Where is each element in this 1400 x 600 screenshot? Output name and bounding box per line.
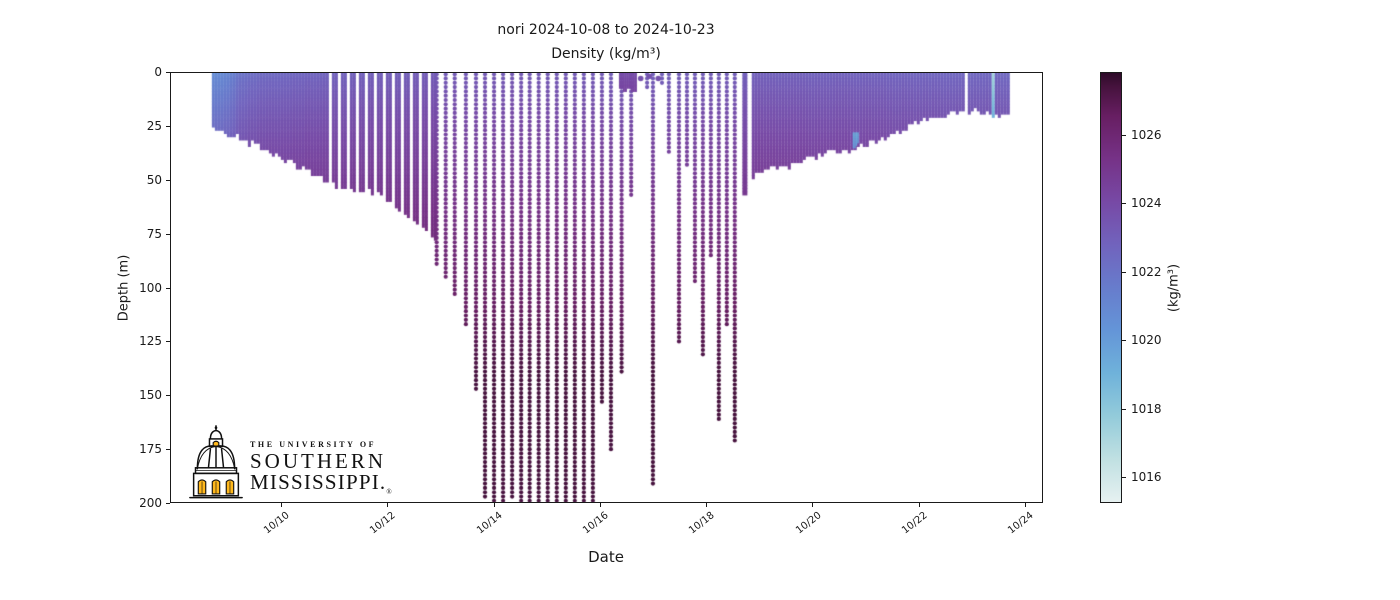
colorbar-tick-mark bbox=[1122, 408, 1126, 410]
colorbar-tick-mark bbox=[1122, 271, 1126, 273]
x-tick-mark bbox=[706, 503, 708, 507]
y-tick-label: 0 bbox=[154, 65, 162, 79]
y-tick-mark bbox=[166, 449, 170, 451]
logo-university-of: THE UNIVERSITY OF bbox=[250, 440, 377, 449]
x-axis-label: Date bbox=[588, 548, 624, 566]
density-scatter-plot bbox=[170, 72, 1043, 503]
x-tick-label: 10/24 bbox=[1006, 510, 1036, 537]
y-tick-mark bbox=[166, 179, 170, 181]
colorbar-gradient bbox=[1100, 72, 1122, 503]
y-tick-label: 75 bbox=[146, 226, 162, 241]
colorbar-tick-label: 1020 bbox=[1131, 333, 1162, 348]
colorbar-label: (kg/m³) bbox=[1166, 263, 1182, 313]
colorbar-tick-label: 1016 bbox=[1131, 470, 1162, 484]
colorbar-tick-label: 1018 bbox=[1131, 401, 1162, 416]
x-tick-label: 10/16 bbox=[581, 510, 611, 537]
y-tick-mark bbox=[166, 72, 170, 73]
chart-subtitle: Density (kg/m³) bbox=[551, 46, 661, 62]
x-tick-label: 10/20 bbox=[793, 510, 824, 537]
y-tick-label: 175 bbox=[139, 442, 162, 457]
y-tick-label: 50 bbox=[146, 172, 162, 187]
y-tick-mark bbox=[166, 125, 170, 127]
colorbar-tick-mark bbox=[1122, 203, 1126, 205]
x-tick-mark bbox=[599, 503, 601, 507]
x-tick-mark bbox=[493, 503, 495, 507]
x-tick-label: 10/10 bbox=[262, 510, 292, 537]
registered-mark: ® bbox=[386, 488, 393, 497]
x-tick-mark bbox=[387, 503, 389, 507]
y-tick-label: 200 bbox=[139, 496, 162, 510]
logo-mississippi: MISSISSIPPI.® bbox=[250, 470, 393, 497]
usm-logo: THE UNIVERSITY OF SOUTHERN MISSISSIPPI.® bbox=[188, 424, 393, 506]
x-tick-mark bbox=[918, 503, 920, 507]
y-tick-label: 100 bbox=[139, 280, 162, 295]
x-tick-mark bbox=[812, 503, 814, 507]
y-tick-mark bbox=[166, 341, 170, 343]
logo-southern: SOUTHERN bbox=[250, 449, 387, 473]
x-tick-label: 10/18 bbox=[687, 510, 717, 537]
colorbar-tick-mark bbox=[1122, 477, 1126, 478]
y-tick-label: 150 bbox=[139, 388, 162, 403]
colorbar-tick-label: 1024 bbox=[1131, 196, 1162, 211]
y-tick-label: 25 bbox=[146, 118, 162, 133]
x-tick-label: 10/14 bbox=[474, 510, 505, 537]
usm-logo-text: THE UNIVERSITY OF SOUTHERN MISSISSIPPI.® bbox=[250, 424, 393, 503]
y-tick-mark bbox=[166, 395, 170, 397]
y-tick-mark bbox=[166, 233, 170, 235]
y-tick-mark bbox=[166, 287, 170, 289]
colorbar-tick-mark bbox=[1122, 340, 1126, 342]
x-tick-label: 10/22 bbox=[899, 510, 930, 537]
chart-title: nori 2024-10-08 to 2024-10-23 bbox=[497, 22, 715, 38]
colorbar-tick-label: 1022 bbox=[1131, 264, 1162, 279]
colorbar-tick-mark bbox=[1122, 134, 1126, 136]
usm-dome-icon bbox=[189, 425, 243, 499]
y-tick-mark bbox=[166, 503, 170, 504]
x-tick-mark bbox=[281, 503, 282, 507]
x-tick-label: 10/12 bbox=[368, 510, 398, 537]
colorbar-tick-label: 1026 bbox=[1131, 127, 1162, 142]
x-tick-mark bbox=[1024, 503, 1026, 507]
y-tick-label: 125 bbox=[139, 334, 162, 349]
